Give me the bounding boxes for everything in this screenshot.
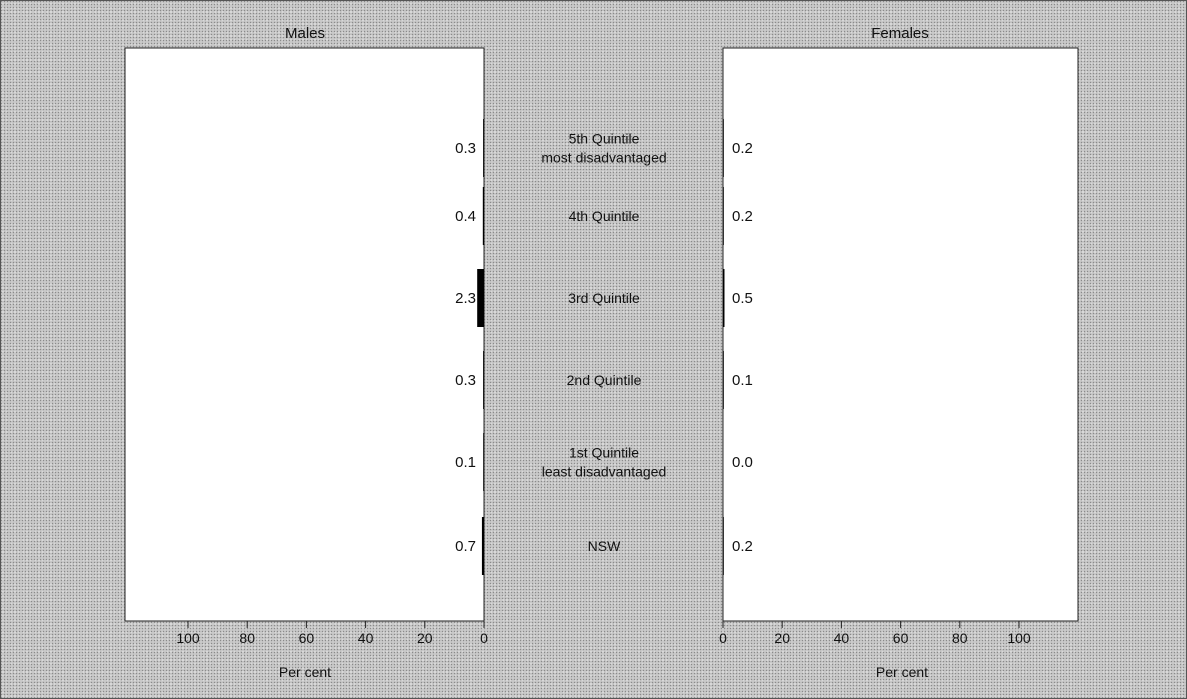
category-label-4: 1st Quintile least disadvantaged [542,445,667,480]
value-label-females-3: 0.1 [732,372,753,389]
females-panel: Females 0.20.20.50.10.00.2 0 20 40 60 80 100 … [719,25,1079,680]
tick-label-males-3: 60 [299,630,315,646]
tick-label-females-1: 20 [774,630,790,646]
males-x-axis-label: Per cent [279,664,331,680]
value-label-males-4: 0.1 [455,454,476,471]
females-panel-title: Females [871,25,929,42]
category-label-3: 2nd Quintile [567,372,642,388]
males-plot-area [124,47,485,622]
value-label-males-3: 0.3 [455,372,476,389]
males-x-axis: 0 20 40 60 80 100 [176,621,488,646]
bar-males-3 [483,351,484,409]
bar-females-2 [723,269,725,327]
bar-males-4 [483,433,484,491]
category-label-1: 4th Quintile [569,208,640,224]
value-label-females-5: 0.2 [732,538,753,555]
males-panel: Males 0.3 0.4 2.3 0.3 0.1 0.7 0 20 40 60 80 100 Pe… [124,25,488,680]
category-label-5: NSW [588,538,621,554]
category-label-0: 5th Quintile most disadvantaged [541,131,666,166]
category-label-2: 3rd Quintile [568,290,640,306]
value-label-males-1: 0.4 [455,208,476,225]
bar-females-0 [723,119,724,177]
category-labels: 5th Quintile most disadvantaged 4th Quinti… [541,131,666,555]
value-label-females-2: 0.5 [732,290,753,307]
tick-label-females-5: 100 [1007,630,1031,646]
bar-females-5 [723,517,724,575]
males-value-labels: 0.3 0.4 2.3 0.3 0.1 0.7 [455,140,476,555]
females-x-axis: 0 20 40 60 80 100 [719,621,1031,646]
tick-label-males-5: 100 [176,630,200,646]
tick-label-females-3: 60 [893,630,909,646]
value-label-females-4: 0.0 [732,454,753,471]
tick-label-females-4: 80 [952,630,968,646]
bar-males-1 [482,187,484,245]
females-plot-area [722,47,1079,622]
bar-males-0 [483,119,484,177]
value-label-males-2: 2.3 [455,290,476,307]
females-bars [723,119,725,575]
value-label-males-0: 0.3 [455,140,476,157]
males-bars [477,119,484,575]
value-label-males-5: 0.7 [455,538,476,555]
tick-label-females-0: 0 [719,630,727,646]
value-label-females-0: 0.2 [732,140,753,157]
bar-males-2 [477,269,484,327]
value-label-females-1: 0.2 [732,208,753,225]
females-x-axis-label: Per cent [876,664,928,680]
tick-label-males-0: 0 [480,630,488,646]
females-value-labels: 0.2 0.2 0.5 0.1 0.0 0.2 [732,140,753,555]
bar-females-1 [723,187,724,245]
bar-females-3 [723,351,724,409]
tick-label-females-2: 40 [834,630,850,646]
bar-males-5 [481,517,484,575]
tick-label-males-1: 20 [417,630,433,646]
tick-label-males-4: 80 [239,630,255,646]
males-panel-title: Males [285,25,325,42]
tick-label-males-2: 40 [358,630,374,646]
